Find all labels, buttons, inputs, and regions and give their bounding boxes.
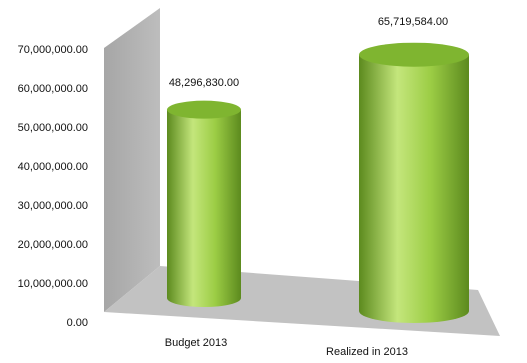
y-tick-label: 60,000,000.00 [18, 83, 88, 95]
y-tick-label: 0.00 [67, 317, 88, 329]
bars-group [167, 42, 469, 323]
x-category-label: Realized in 2013 [326, 346, 408, 358]
bar-cylinder-top [167, 100, 241, 119]
y-axis: 0.00 10,000,000.00 20,000,000.00 30,000,… [18, 44, 88, 329]
y-tick-label: 10,000,000.00 [18, 278, 88, 290]
x-category-label: Budget 2013 [165, 337, 227, 349]
chart-back-wall [104, 8, 160, 312]
y-tick-label: 20,000,000.00 [18, 239, 88, 251]
bar-cylinder-body [359, 54, 469, 323]
data-label: 65,719,584.00 [378, 16, 448, 28]
y-tick-label: 40,000,000.00 [18, 161, 88, 173]
y-tick-label: 30,000,000.00 [18, 200, 88, 212]
bar-cylinder-body [167, 109, 241, 307]
data-label: 48,296,830.00 [169, 77, 239, 89]
y-tick-label: 50,000,000.00 [18, 122, 88, 134]
y-tick-label: 70,000,000.00 [18, 44, 88, 56]
bar-cylinder-top [359, 42, 469, 67]
